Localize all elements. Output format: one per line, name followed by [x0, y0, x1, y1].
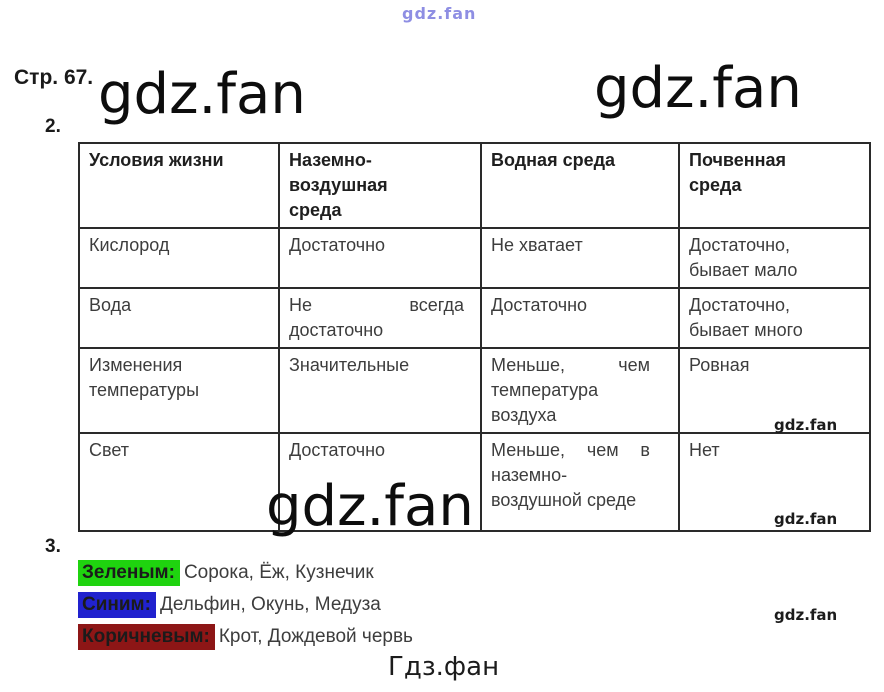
header-ground-air: Наземно-воздушная среда [278, 142, 482, 229]
header-conditions: Условия жизни [78, 142, 280, 229]
legend-item-blue: Синим: Дельфин, Окунь, Медуза [78, 592, 413, 618]
cell-oxygen: Кислород [78, 227, 280, 289]
watermark-small-1: gdz.fan [774, 416, 838, 434]
watermark-small-3: gdz.fan [774, 606, 838, 624]
cell-temperature-soil: Ровная [678, 347, 871, 434]
table-row: Изменения температуры Значительные Меньш… [78, 347, 871, 434]
legend-text-green: Сорока, Ёж, Кузнечик [183, 562, 374, 583]
cell-light: Свет [78, 432, 280, 532]
watermark-large-right: gdz.fan [594, 56, 802, 121]
table-header-row: Условия жизни Наземно-воздушная среда Во… [78, 142, 871, 229]
legend-item-green: Зеленым: Сорока, Ёж, Кузнечик [78, 560, 413, 586]
cell-oxygen-soil: Достаточно, бывает мало [678, 227, 871, 289]
cell-temperature: Изменения температуры [78, 347, 280, 434]
cell-water: Вода [78, 287, 280, 349]
cell-light-water: Меньше, чем в наземно-воздушной среде [480, 432, 680, 532]
task-2-label: 2. [45, 116, 61, 137]
legend-item-brown: Коричневым: Крот, Дождевой червь [78, 624, 413, 650]
footer-brand: Гдз.фан [388, 652, 500, 682]
task-3-label: 3. [45, 536, 61, 557]
table-row: Кислород Достаточно Не хватает Достаточн… [78, 227, 871, 289]
header-soil: Почвенная среда [678, 142, 871, 229]
legend-label-blue: Синим: [78, 592, 156, 618]
legend-label-brown: Коричневым: [78, 624, 215, 650]
table-row: Вода Не всегда достаточно Достаточно Дос… [78, 287, 871, 349]
watermark-small-2: gdz.fan [774, 510, 838, 528]
header-water: Водная среда [480, 142, 680, 229]
legend-text-brown: Крот, Дождевой червь [218, 626, 413, 647]
watermark-large-middle: gdz.fan [266, 474, 474, 539]
watermark-large-left: gdz.fan [98, 62, 306, 127]
environments-table: Условия жизни Наземно-воздушная среда Во… [78, 142, 871, 532]
page-number-label: Стр. 67. [14, 66, 94, 89]
cell-oxygen-water: Не хватает [480, 227, 680, 289]
legend-label-green: Зеленым: [78, 560, 180, 586]
cell-temperature-water: Меньше, чем температура воздуха [480, 347, 680, 434]
table-row: Свет Достаточно Меньше, чем в наземно-во… [78, 432, 871, 532]
cell-temperature-ground-air: Значительные [278, 347, 482, 434]
cell-oxygen-ground-air: Достаточно [278, 227, 482, 289]
cell-light-soil: Нет [678, 432, 871, 532]
cell-water-ground-air: Не всегда достаточно [278, 287, 482, 349]
cell-water-soil: Достаточно, бывает много [678, 287, 871, 349]
color-legend: Зеленым: Сорока, Ёж, Кузнечик Синим: Дельф… [78, 560, 413, 656]
top-watermark: gdz.fan [402, 4, 477, 23]
cell-light-ground-air: Достаточно [278, 432, 482, 532]
legend-text-blue: Дельфин, Окунь, Медуза [159, 594, 381, 615]
cell-water-water: Достаточно [480, 287, 680, 349]
